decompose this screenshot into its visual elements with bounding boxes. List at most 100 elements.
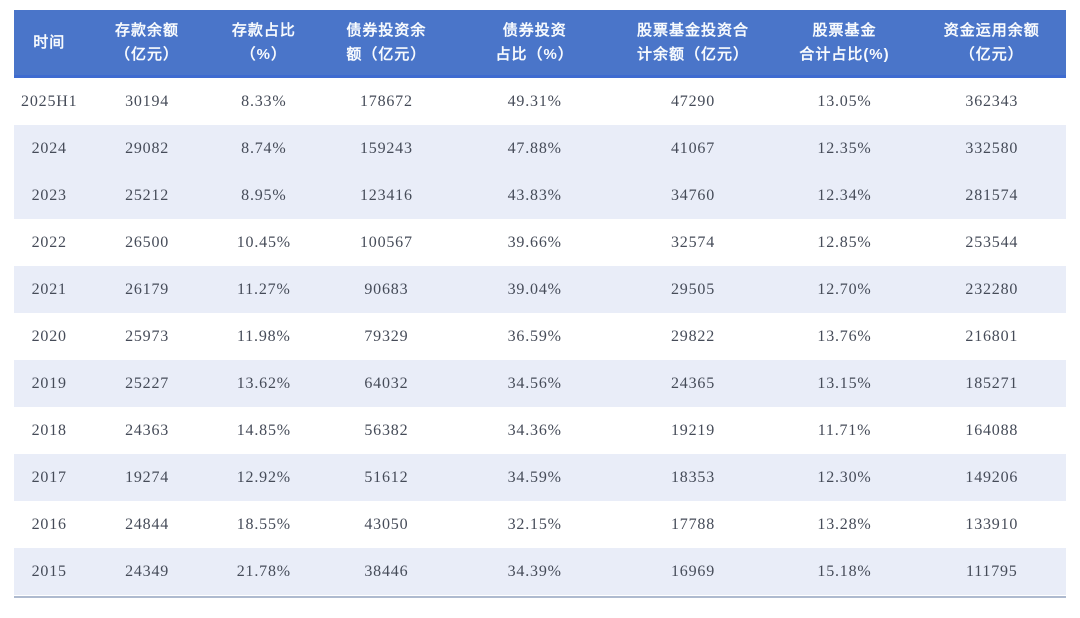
column-header: 存款占比 （%） [209, 10, 318, 78]
table-body: 2025H1 30194 8.33% 178672 49.31% 47290 13.05% 3… [14, 76, 1066, 595]
table-cell: 56382 [318, 407, 455, 454]
table-row: 2019 25227 13.62% 64032 34.56% 24365 13.15% 185… [14, 360, 1066, 407]
table-cell: 8.74% [209, 125, 318, 172]
table-cell: 19219 [614, 407, 772, 454]
table-cell: 38446 [318, 548, 455, 595]
table-cell: 13.05% [771, 76, 918, 125]
row-period-cell: 2019 [14, 360, 85, 407]
table-cell: 133910 [917, 501, 1066, 548]
table-cell: 24365 [614, 360, 772, 407]
table-cell: 159243 [318, 125, 455, 172]
table-header-row: 时间 存款余额 （亿元） 存款占比 （%） 债券投资余 额（亿元） 债券投资 占比（%）… [14, 10, 1066, 78]
table-cell: 18353 [614, 454, 772, 501]
table-cell: 12.70% [771, 266, 918, 313]
row-period-cell: 2024 [14, 125, 85, 172]
table-row: 2015 24349 21.78% 38446 34.39% 16969 15.18% 111… [14, 548, 1066, 595]
column-header: 债券投资余 额（亿元） [318, 10, 455, 78]
table-cell: 232280 [917, 266, 1066, 313]
table-cell: 41067 [614, 125, 772, 172]
table-cell: 25227 [84, 360, 210, 407]
table-cell: 21.78% [209, 548, 318, 595]
column-header: 股票基金 合计占比(%) [771, 10, 918, 78]
table-cell: 39.04% [454, 266, 615, 313]
table-cell: 25212 [84, 172, 210, 219]
table-cell: 29082 [84, 125, 210, 172]
table-cell: 13.62% [209, 360, 318, 407]
row-period-cell: 2015 [14, 548, 85, 595]
table-cell: 79329 [318, 313, 455, 360]
table-cell: 15.18% [771, 548, 918, 595]
table-cell: 10.45% [209, 219, 318, 266]
table-row: 2017 19274 12.92% 51612 34.59% 18353 12.30% 149… [14, 454, 1066, 501]
table-cell: 12.35% [771, 125, 918, 172]
table-cell: 8.95% [209, 172, 318, 219]
table-cell: 13.28% [771, 501, 918, 548]
row-period-cell: 2023 [14, 172, 85, 219]
table-cell: 12.34% [771, 172, 918, 219]
table-cell: 32.15% [454, 501, 615, 548]
row-period-cell: 2017 [14, 454, 85, 501]
table-row: 2018 24363 14.85% 56382 34.36% 19219 11.71% 164… [14, 407, 1066, 454]
table-cell: 26179 [84, 266, 210, 313]
table-cell: 11.71% [771, 407, 918, 454]
table-cell: 111795 [917, 548, 1066, 595]
table-cell: 43.83% [454, 172, 615, 219]
table-cell: 34.56% [454, 360, 615, 407]
table-row: 2025H1 30194 8.33% 178672 49.31% 47290 13.05% 3… [14, 76, 1066, 125]
table-cell: 26500 [84, 219, 210, 266]
table-cell: 17788 [614, 501, 772, 548]
table-cell: 47.88% [454, 125, 615, 172]
table-cell: 30194 [84, 76, 210, 125]
table-bottom-rule [14, 596, 1066, 598]
table-cell: 253544 [917, 219, 1066, 266]
table-cell: 29822 [614, 313, 772, 360]
table-cell: 16969 [614, 548, 772, 595]
table-row: 2023 25212 8.95% 123416 43.83% 34760 12.34% 281… [14, 172, 1066, 219]
table-cell: 32574 [614, 219, 772, 266]
row-period-cell: 2018 [14, 407, 85, 454]
table-cell: 123416 [318, 172, 455, 219]
row-period-cell: 2021 [14, 266, 85, 313]
table-cell: 362343 [917, 76, 1066, 125]
column-header: 股票基金投资合 计余额（亿元） [614, 10, 772, 78]
table-cell: 332580 [917, 125, 1066, 172]
row-period-cell: 2025H1 [14, 76, 85, 125]
table-cell: 90683 [318, 266, 455, 313]
table-row: 2016 24844 18.55% 43050 32.15% 17788 13.28% 133… [14, 501, 1066, 548]
table-cell: 8.33% [209, 76, 318, 125]
table-cell: 24844 [84, 501, 210, 548]
table-cell: 185271 [917, 360, 1066, 407]
table-row: 2022 26500 10.45% 100567 39.66% 32574 12.85% 25… [14, 219, 1066, 266]
table-cell: 51612 [318, 454, 455, 501]
table-cell: 13.15% [771, 360, 918, 407]
table-row: 2020 25973 11.98% 79329 36.59% 29822 13.76% 216… [14, 313, 1066, 360]
table-header: 时间 存款余额 （亿元） 存款占比 （%） 债券投资余 额（亿元） 债券投资 占比（%）… [14, 10, 1066, 78]
table-cell: 64032 [318, 360, 455, 407]
table-cell: 34.36% [454, 407, 615, 454]
table-cell: 19274 [84, 454, 210, 501]
table-cell: 43050 [318, 501, 455, 548]
fund-usage-data-table: 时间 存款余额 （亿元） 存款占比 （%） 债券投资余 额（亿元） 债券投资 占比（%）… [14, 10, 1066, 595]
table-cell: 216801 [917, 313, 1066, 360]
table-cell: 36.59% [454, 313, 615, 360]
table-cell: 39.66% [454, 219, 615, 266]
table-cell: 14.85% [209, 407, 318, 454]
table-cell: 34.39% [454, 548, 615, 595]
table-cell: 149206 [917, 454, 1066, 501]
table-cell: 281574 [917, 172, 1066, 219]
table-cell: 34.59% [454, 454, 615, 501]
table-cell: 11.98% [209, 313, 318, 360]
column-header: 时间 [14, 10, 85, 78]
column-header: 存款余额 （亿元） [84, 10, 210, 78]
table-cell: 11.27% [209, 266, 318, 313]
table-cell: 13.76% [771, 313, 918, 360]
row-period-cell: 2022 [14, 219, 85, 266]
row-period-cell: 2016 [14, 501, 85, 548]
column-header: 债券投资 占比（%） [454, 10, 615, 78]
table-cell: 18.55% [209, 501, 318, 548]
table-cell: 12.92% [209, 454, 318, 501]
table-cell: 164088 [917, 407, 1066, 454]
table-cell: 24363 [84, 407, 210, 454]
table-cell: 178672 [318, 76, 455, 125]
